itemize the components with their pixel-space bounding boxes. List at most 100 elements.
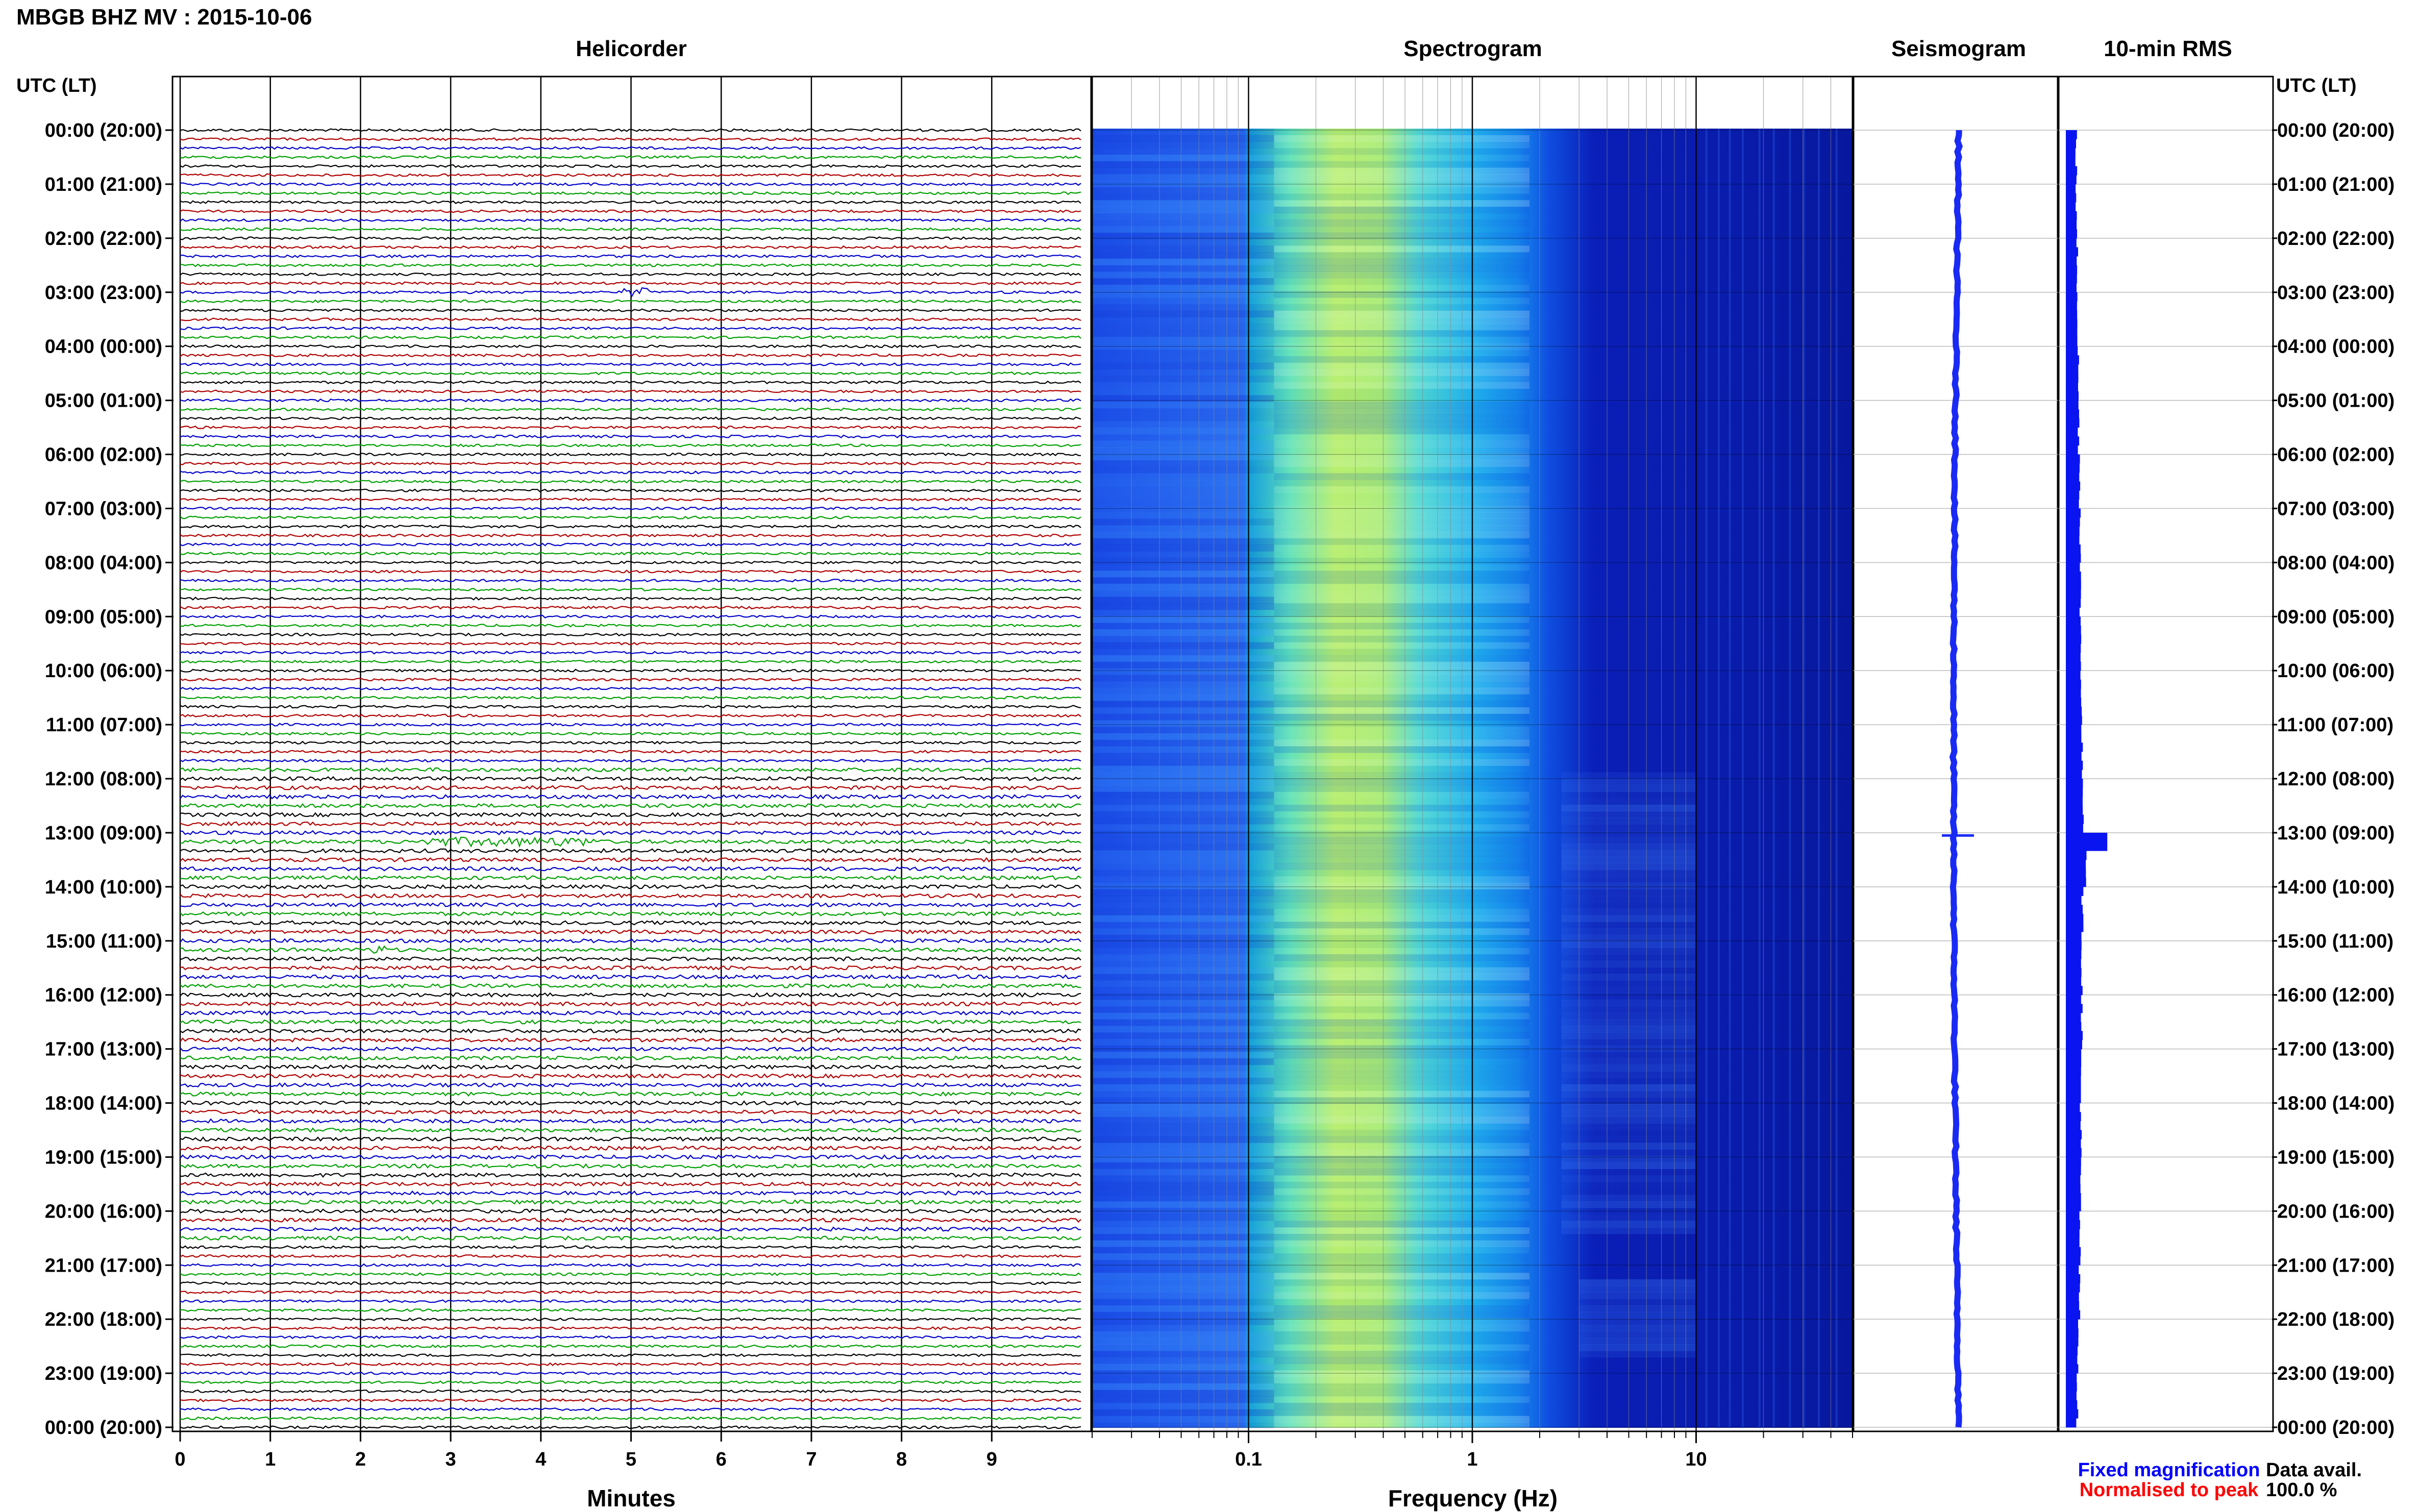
spectrogram-texture bbox=[1092, 1337, 1274, 1345]
spectrogram-texture bbox=[1274, 1266, 1529, 1273]
spectrogram-texture bbox=[1092, 1403, 1274, 1410]
spectrogram-texture bbox=[1274, 336, 1529, 343]
spectrogram-texture bbox=[1092, 1364, 1274, 1371]
helicorder-trace-row bbox=[180, 1190, 1081, 1196]
spectrogram-texture bbox=[1092, 915, 1274, 922]
spectrogram-texture bbox=[1092, 479, 1274, 487]
spectrogram-texture bbox=[1274, 557, 1529, 565]
helicorder-trace-row bbox=[180, 182, 1081, 186]
helicorder-frame bbox=[171, 76, 1092, 1432]
rms-bar bbox=[2066, 1175, 2081, 1184]
rms-bar bbox=[2066, 562, 2080, 572]
spectrogram-texture bbox=[1274, 590, 1529, 597]
spectrogram-texture bbox=[1274, 739, 1529, 747]
rms-bar bbox=[2066, 139, 2076, 148]
spectrogram-texture bbox=[1092, 811, 1274, 818]
y-tick-label: 20:00 (16:00) bbox=[45, 1201, 162, 1222]
spectrogram-texture bbox=[1092, 681, 1274, 688]
helicorder-trace-row bbox=[180, 651, 1081, 655]
helicorder-trace-row bbox=[180, 1217, 1081, 1223]
spectrogram-texture bbox=[1274, 1305, 1529, 1312]
spectrogram-texture bbox=[1274, 1090, 1529, 1098]
rms-bar bbox=[2066, 1202, 2081, 1211]
spectrogram-texture bbox=[1274, 356, 1529, 363]
rms-bar bbox=[2066, 211, 2077, 220]
spectrogram-texture bbox=[1274, 1364, 1529, 1371]
helicorder-trace-row bbox=[180, 317, 1081, 321]
spectrogram-texture bbox=[1274, 577, 1529, 584]
spectrogram-texture bbox=[1092, 252, 1274, 259]
spectrogram-texture bbox=[1274, 902, 1529, 909]
spectrogram-texture bbox=[1092, 713, 1274, 721]
helicorder-trace-row bbox=[180, 1082, 1081, 1088]
page-title: MBGB BHZ MV : 2015-10-06 bbox=[16, 5, 312, 30]
spectrogram-texture bbox=[1092, 1064, 1274, 1072]
rms-bar bbox=[2066, 1039, 2082, 1049]
helicorder-trace-row bbox=[180, 254, 1081, 258]
y-tick-label: 08:00 (04:00) bbox=[2277, 552, 2395, 574]
spectrogram-texture bbox=[1579, 1351, 1696, 1358]
spectrogram-texture bbox=[1092, 817, 1274, 825]
helicorder-trace-row bbox=[180, 416, 1081, 420]
rms-bar bbox=[2066, 463, 2080, 473]
y-tick-label: 20:00 (16:00) bbox=[2277, 1201, 2395, 1222]
y-tick-label: 15:00 (11:00) bbox=[2277, 931, 2393, 952]
spectrogram-texture bbox=[1092, 129, 1274, 136]
spectrogram-texture bbox=[1092, 518, 1274, 526]
spectrogram-texture bbox=[1092, 720, 1274, 727]
spectrogram-texture bbox=[1274, 193, 1529, 201]
spectrogram-texture bbox=[1274, 915, 1529, 922]
spectrogram-texture bbox=[1092, 908, 1274, 916]
spectrogram-texture bbox=[1274, 447, 1529, 454]
spectrogram-texture bbox=[1274, 759, 1529, 766]
spectrogram-texture bbox=[1274, 882, 1529, 890]
helicorder-trace-row bbox=[180, 938, 1081, 944]
spectrogram-texture bbox=[1579, 1325, 1696, 1332]
helicorder-trace-row bbox=[180, 452, 1081, 457]
spectrogram-texture bbox=[1274, 824, 1529, 831]
rms-bar bbox=[2066, 292, 2078, 302]
spectrogram-texture bbox=[1092, 304, 1274, 311]
rms-bar bbox=[2066, 391, 2079, 401]
rms-bar bbox=[2066, 1157, 2081, 1167]
helicorder-trace-row bbox=[180, 830, 1081, 836]
spectrogram-texture bbox=[1092, 193, 1274, 201]
spectrogram-texture bbox=[1092, 1221, 1274, 1228]
rms-bar bbox=[2066, 1355, 2078, 1365]
spectrogram-texture bbox=[1092, 278, 1274, 285]
x-tick-label: 6 bbox=[716, 1449, 727, 1470]
helicorder-trace-row bbox=[180, 884, 1081, 889]
spectrogram-texture bbox=[1092, 557, 1274, 565]
spectrogram-texture bbox=[1274, 1409, 1529, 1417]
spectrogram-texture bbox=[1579, 1337, 1696, 1345]
x-tick-label: 0 bbox=[175, 1449, 185, 1470]
rms-bar bbox=[2066, 1094, 2081, 1103]
spectrogram-texture bbox=[1092, 1052, 1274, 1059]
spectrogram-texture bbox=[1092, 369, 1274, 376]
spectrogram-texture bbox=[1274, 213, 1529, 220]
spectrogram-texture bbox=[1274, 746, 1529, 753]
spectrogram-texture bbox=[1092, 466, 1274, 474]
spectrogram-texture bbox=[1092, 258, 1274, 266]
spectrogram-texture bbox=[1274, 265, 1529, 272]
spectrogram-texture bbox=[1092, 317, 1274, 324]
spectrogram-texture bbox=[1092, 174, 1274, 181]
spectrogram-texture bbox=[1092, 759, 1274, 766]
spectrogram-texture bbox=[1092, 544, 1274, 552]
spectrogram-texture bbox=[1274, 1110, 1529, 1117]
spectrogram-texture bbox=[1092, 505, 1274, 513]
spectrogram-texture bbox=[1274, 278, 1529, 285]
spectrogram-texture bbox=[1092, 1045, 1274, 1052]
spectrogram-texture bbox=[1274, 219, 1529, 227]
spectrogram-texture bbox=[1092, 395, 1274, 402]
spectrogram-texture bbox=[1274, 1123, 1529, 1130]
spectrogram-texture bbox=[1274, 1377, 1529, 1384]
spectrogram-texture bbox=[1092, 1318, 1274, 1325]
y-tick-label: 11:00 (07:00) bbox=[2277, 714, 2393, 736]
y-tick-label: 21:00 (17:00) bbox=[2277, 1255, 2395, 1276]
y-tick-label: 09:00 (05:00) bbox=[45, 606, 162, 628]
spectrogram-texture bbox=[1274, 1143, 1529, 1150]
helicorder-trace-row bbox=[180, 893, 1081, 899]
spectrogram-texture bbox=[1274, 772, 1529, 779]
spectrogram-texture bbox=[1092, 577, 1274, 584]
